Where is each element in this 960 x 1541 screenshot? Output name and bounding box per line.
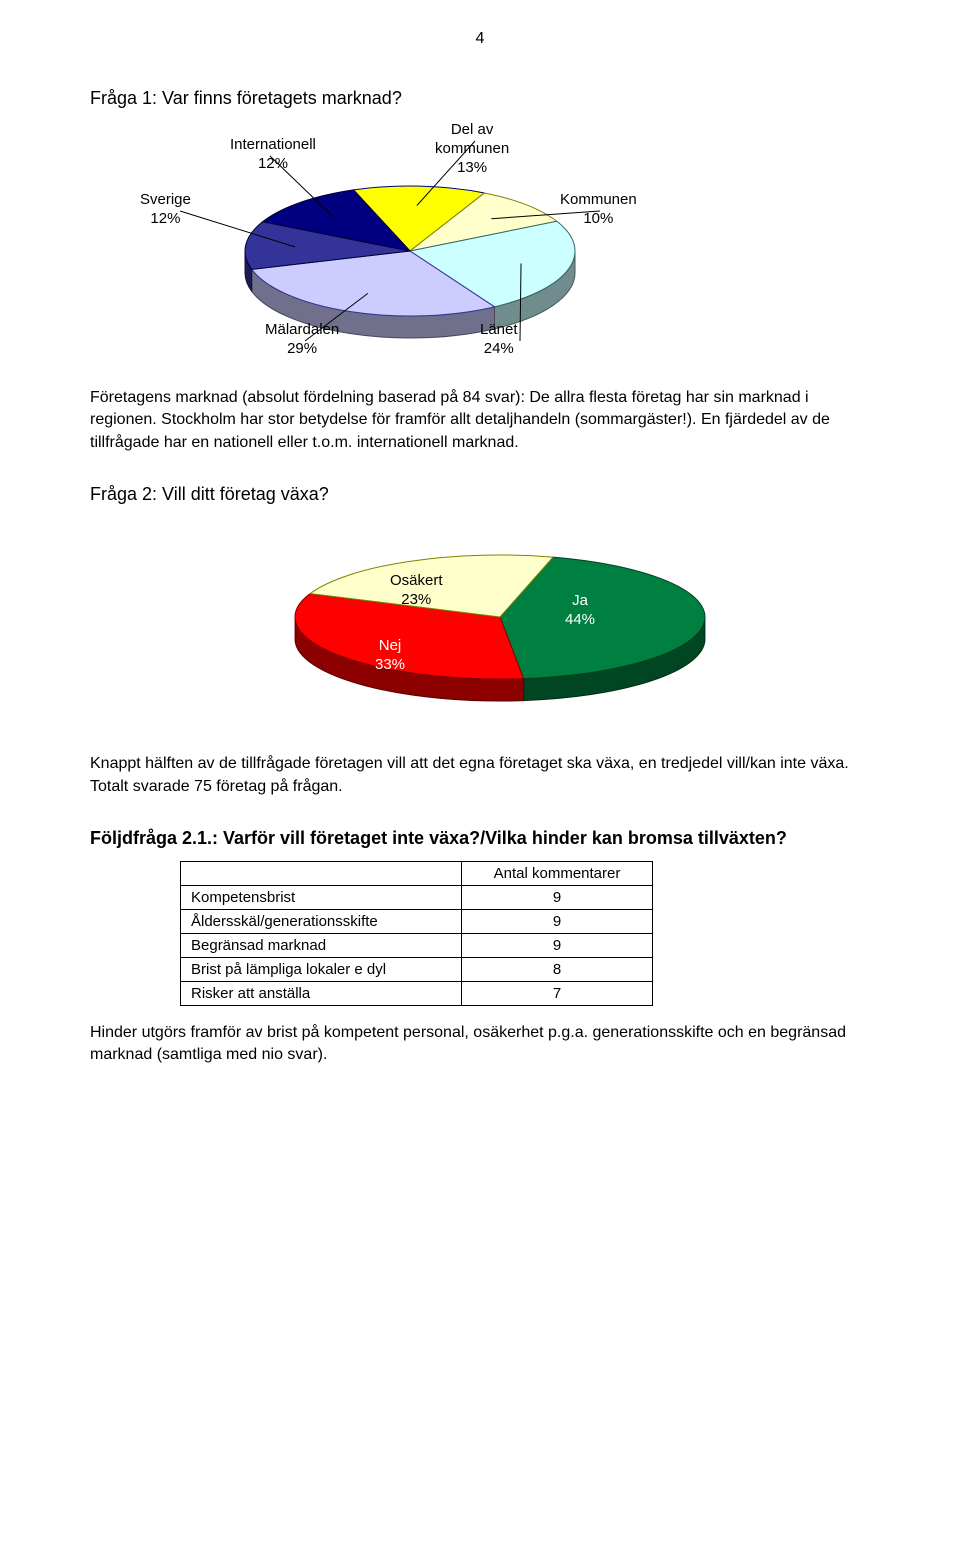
table-row: Brist på lämpliga lokaler e dyl8 [181,957,653,981]
table-row-label: Risker att anställa [181,981,462,1005]
pie-slice-label: Del av kommunen 13% [435,121,509,177]
table-row-value: 9 [462,933,653,957]
table-row-value: 9 [462,885,653,909]
table-row: Begränsad marknad9 [181,933,653,957]
table-row-label: Kompetensbrist [181,885,462,909]
q2-title: Fråga 2: Vill ditt företag växa? [90,484,870,505]
pie-slice-label: Mälardalen 29% [265,321,339,359]
table-row-value: 9 [462,909,653,933]
table-row: Åldersskäl/generationsskifte9 [181,909,653,933]
q1-pie-chart: Del av kommunen 13% Kommunen 10% Länet 24%… [130,121,690,371]
table-row-value: 8 [462,957,653,981]
table-row: Kompetensbrist9 [181,885,653,909]
pie-slice-label: Nej 33% [375,637,405,675]
followup-title: Följdfråga 2.1.: Varför vill företaget i… [90,828,870,849]
followup-body: Hinder utgörs framför av brist på kompet… [90,1022,870,1067]
followup-table: Antal kommentarer Kompetensbrist9Ålderss… [180,861,653,1006]
q2-pie-chart: Ja 44% Nej 33% Osäkert 23% [220,517,780,737]
pie-slice-label: Kommunen 10% [560,191,637,229]
pie-slice-label: Ja 44% [565,592,595,630]
table-row-label: Begränsad marknad [181,933,462,957]
q1-pie-svg [130,121,690,371]
q2-body: Knappt hälften av de tillfrågade företag… [90,753,870,798]
page-number: 4 [90,30,870,48]
table-header: Antal kommentarer [462,861,653,885]
pie-slice-label: Osäkert 23% [390,572,443,610]
table-empty-cell [181,861,462,885]
pie-slice-label: Länet 24% [480,321,518,359]
q1-body: Företagens marknad (absolut fördelning b… [90,387,870,454]
table-header-row: Antal kommentarer [181,861,653,885]
table-row: Risker att anställa7 [181,981,653,1005]
table-row-label: Åldersskäl/generationsskifte [181,909,462,933]
pie-slice-label: Sverige 12% [140,191,191,229]
pie-slice-label: Internationell 12% [230,136,316,174]
page: 4 Fråga 1: Var finns företagets marknad?… [0,0,960,1123]
table-row-value: 7 [462,981,653,1005]
q2-pie-svg [220,517,780,737]
table-row-label: Brist på lämpliga lokaler e dyl [181,957,462,981]
q1-title: Fråga 1: Var finns företagets marknad? [90,88,870,109]
